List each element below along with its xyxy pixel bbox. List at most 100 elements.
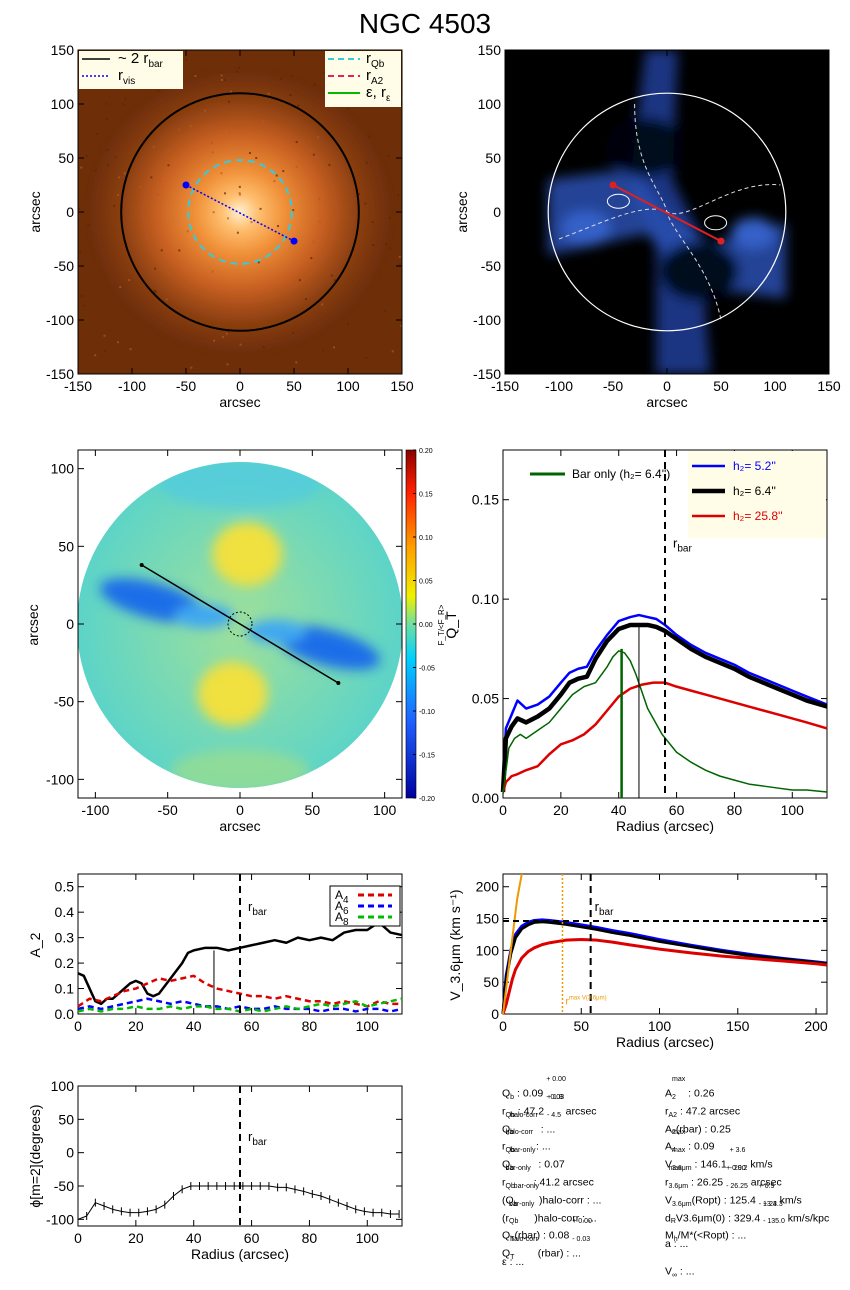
info-subsup: max 2 <box>672 1076 686 1101</box>
x-tick-label: 0 <box>74 1018 82 1034</box>
y-tick-label: 0 <box>66 204 74 220</box>
noise-dot <box>165 298 168 301</box>
p2-axes: -150 -100 -50 0 50 100 150 -150 -100 -50 0 50 100 150… <box>473 42 841 410</box>
legend-box <box>325 51 401 107</box>
y-axis-label: V_3.6μm (km s⁻¹) <box>447 889 463 1000</box>
info-text: : ... <box>677 1265 695 1278</box>
info-symbol: r <box>665 1176 669 1189</box>
blue-blob <box>731 217 776 250</box>
y-tick-label: 50 <box>483 974 499 990</box>
y-tick-label: 0 <box>66 1145 74 1161</box>
info-subsup: R <box>670 1218 676 1226</box>
y-tick-label: -50 <box>54 694 74 710</box>
noise-dot <box>224 192 227 195</box>
info-symbol: V <box>665 1265 673 1278</box>
noise-dot <box>157 89 160 92</box>
y-tick-label: 0.05 <box>472 691 499 707</box>
legend-label: ~ 2 rbar <box>118 50 164 70</box>
noise-dot <box>159 180 162 183</box>
info-symbol: M <box>665 1229 674 1242</box>
series-line <box>77 921 403 1006</box>
colorbar-tick-label: -0.10 <box>419 709 435 716</box>
info-symbol: Q <box>502 1247 511 1260</box>
legend-label: A8 <box>335 910 349 928</box>
info-text: )halo-corr : ... <box>538 1194 602 1207</box>
x-tick-label: 100 <box>356 1230 380 1246</box>
negative-lobe <box>246 619 307 644</box>
legend-label: rA2 <box>366 67 384 87</box>
noise-dot <box>94 354 97 357</box>
info-symbol: (Q <box>502 1194 514 1207</box>
torque-map <box>78 462 402 788</box>
y-tick-label: 0.1 <box>55 981 75 997</box>
bar-endpoint <box>336 681 341 686</box>
info-subsup: T <box>510 1236 515 1244</box>
two-rbar-circle <box>120 92 360 332</box>
noise-dot <box>213 339 216 342</box>
noise-dot <box>116 341 119 344</box>
colorbar-tick-label: 0.00 <box>419 622 433 629</box>
noise-dot <box>189 125 192 128</box>
noise-dot <box>321 303 324 306</box>
x-tick-label: 60 <box>669 802 685 818</box>
x-tick-label: 60 <box>244 1018 260 1034</box>
noise-dot <box>291 331 294 334</box>
y-tick-label: 100 <box>478 96 502 112</box>
noise-dot <box>250 221 253 224</box>
info-subsup: bar-only Qb <box>509 1200 535 1226</box>
x-tick-label: 80 <box>727 802 743 818</box>
noise-dot <box>157 193 160 196</box>
x-tick-label: 50 <box>305 802 321 818</box>
noise-dot <box>280 77 283 80</box>
noise-dot <box>333 346 336 349</box>
noise-dot <box>384 310 387 313</box>
noise-dot <box>212 211 215 214</box>
y-tick-label: 0 <box>491 1006 499 1022</box>
rbar-label: rbar <box>595 899 614 918</box>
noise-dot <box>259 207 262 210</box>
y-tick-label: 150 <box>476 911 500 927</box>
info-symbol: A <box>665 1140 673 1153</box>
noise-dot <box>320 257 323 260</box>
y-tick-label: 0.0 <box>55 1006 75 1022</box>
info-subsup: A2 <box>668 1111 678 1119</box>
plot-frame <box>77 1085 403 1227</box>
noise-dot <box>96 133 99 136</box>
series-line <box>501 681 828 793</box>
noise-dot <box>113 204 116 207</box>
colorbar-tick-label: 0.20 <box>419 448 433 455</box>
y-tick-label: 150 <box>51 42 75 58</box>
noise-dot <box>105 118 108 121</box>
info-error: + 0.00- 0.03 <box>546 1076 566 1101</box>
info-text: : 0.09 <box>685 1140 715 1153</box>
figure-title: NGC 4503 <box>358 8 492 39</box>
noise-dot <box>346 107 349 110</box>
noise-dot <box>78 207 81 210</box>
info-subsup: bar-only b <box>510 1147 536 1172</box>
x-tick-label: -150 <box>491 378 519 394</box>
noise-dot <box>262 119 265 122</box>
x-tick-label: 50 <box>713 378 729 394</box>
colorbar-tick-label: 0.15 <box>419 492 433 499</box>
positive-lobe <box>212 522 283 587</box>
y-tick-label: -100 <box>46 312 74 328</box>
galaxy-glow <box>90 72 390 352</box>
info-row: M h/M*(<Ropt) : ... <box>665 1218 829 1243</box>
x-tick-label: 20 <box>553 802 569 818</box>
x-tick-label: 40 <box>186 1230 202 1246</box>
y-tick-label: 100 <box>51 96 75 112</box>
noise-dot <box>225 332 228 335</box>
noise-dot <box>114 156 117 159</box>
noise-dot <box>255 157 258 160</box>
noise-dot <box>103 350 106 353</box>
p1-axes: -150 -100 -50 0 50 100 150 -150 -100 -50 0 50 100 150… <box>46 42 414 410</box>
noise-dot <box>237 124 240 127</box>
y-tick-label: -150 <box>46 366 74 382</box>
x-tick-label: 60 <box>244 1230 260 1246</box>
noise-dot <box>178 128 181 131</box>
noise-dot <box>229 90 232 93</box>
